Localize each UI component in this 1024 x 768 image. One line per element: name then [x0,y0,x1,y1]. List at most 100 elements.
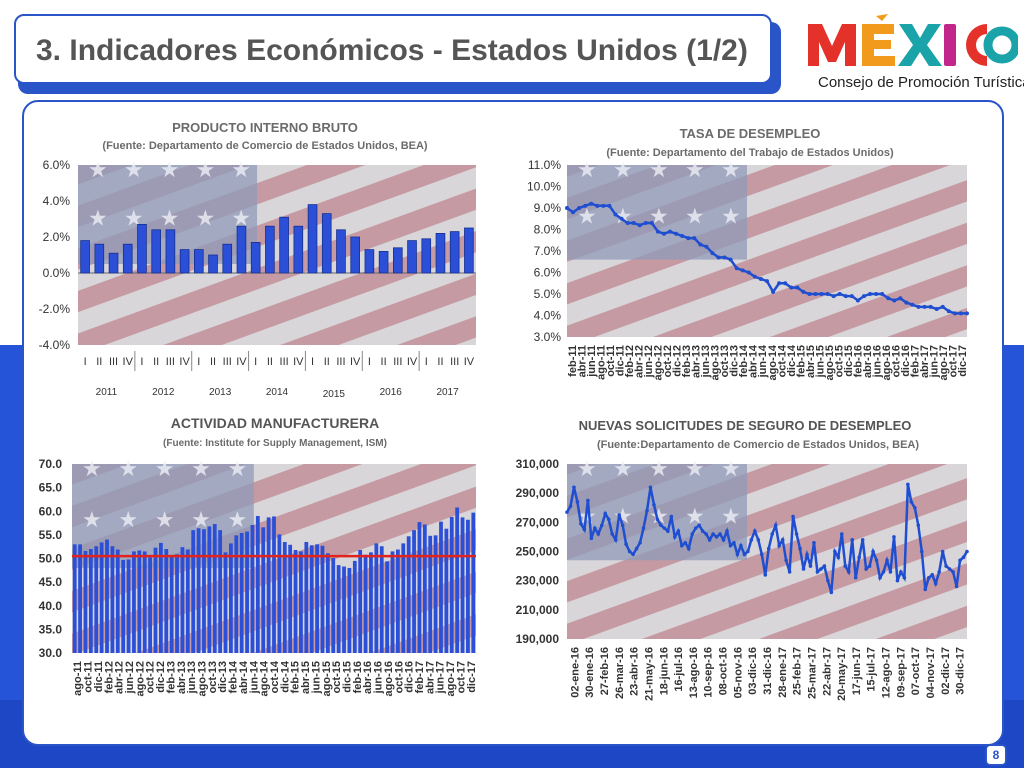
claims-point [641,526,646,530]
unemployment-chart: TASA DE DESEMPLEO (Fuente: Departamento d… [527,126,969,380]
gdp-bar [378,250,389,274]
claims-point [759,552,764,557]
claims-point [631,552,635,557]
gdp-bar [321,213,332,274]
ism-bar [401,543,406,653]
y-tick-label: 2.0% [43,230,71,244]
claims-point [773,523,778,528]
x-tick-label: dic-12 [672,345,684,377]
flag-star-icon: ★ [649,456,669,481]
unemployment-point [795,285,800,290]
ism-bar [444,528,449,653]
claims-point [919,549,924,554]
ism-bar [164,549,169,653]
quarter-tick-label: II [437,356,443,368]
x-tick-label: abr-13 [691,345,703,378]
claims-point [683,540,688,545]
claims-point [839,532,844,536]
claims-point [728,543,733,548]
unemployment-point [704,244,709,249]
unemployment-point [631,221,636,226]
claims-point [599,523,604,528]
quarter-tick-label: II [324,356,330,368]
y-tick-label: 7.0% [534,244,562,258]
gdp-bar [165,229,176,274]
claims-point [711,532,715,536]
x-tick-label: ago-11 [595,345,607,380]
flag-star-icon: ★ [191,456,211,481]
quarter-tick-label: II [153,356,159,368]
unemployment-point [922,304,927,309]
x-tick-label: oct-13 [207,661,219,693]
x-tick-label: dic-16 [900,345,912,377]
unemployment-point [819,292,824,296]
x-tick-label: jun-15 [814,345,826,378]
gdp-bar [435,232,446,274]
claims-point [850,538,855,542]
ism-bar [239,532,244,653]
claims-point [909,500,914,504]
gdp-bar [208,254,218,274]
x-tick-label: oct-14 [269,660,281,693]
x-tick-label: dic-16 [404,661,416,693]
unemployment-point [710,251,715,256]
claims-point [662,526,667,530]
ism-bar [234,535,239,653]
claims-point [648,485,653,490]
unemployment-point [728,257,733,262]
x-tick-label: oct-11 [83,661,95,693]
claims-point [815,570,820,574]
claims-point [812,540,816,545]
claims-point [892,535,896,539]
claims-point [808,564,813,568]
unemployment-point [807,292,812,296]
ism-bar [142,551,147,653]
year-label: 2011 [96,387,118,398]
ism-bar [132,551,136,653]
ism-bar [207,526,212,653]
ism-bar [169,557,174,653]
x-tick-label: oct-15 [833,345,845,377]
y-tick-label: 190,000 [516,632,560,646]
unemployment-point [595,203,600,208]
ism-bar [455,507,460,653]
unemployment-point [752,274,757,279]
flag-star-icon: ★ [82,456,102,481]
logo-subtitle: Consejo de Promoción Turística [818,74,1024,91]
year-label: 2016 [380,387,403,398]
unemployment-point [771,289,776,294]
claims-point [791,514,795,519]
x-tick-label: feb-14 [228,660,240,693]
claims-point [645,508,649,513]
claims-point [693,526,698,530]
unemployment-point [625,221,630,226]
gdp-bar [151,229,161,274]
ism-bar [245,531,249,653]
x-tick-label: jun-16 [373,661,385,694]
claims-point [586,498,590,503]
flag-star-icon: ★ [721,203,741,228]
x-tick-label: abr-16 [862,345,874,378]
claims-point [617,513,621,517]
quarter-tick-label: I [368,356,371,368]
claims-point [885,558,889,563]
chart-subtitle: (Fuente: Institute for Supply Management… [163,438,387,449]
x-tick-label: jun-17 [929,345,941,378]
claims-point [843,564,848,568]
ism-bar [374,543,379,653]
x-tick-label: 30-dic-17 [955,647,967,695]
year-label: 2014 [266,387,289,398]
flag-star-icon: ★ [227,456,247,481]
claims-point [627,549,632,554]
claims-point [753,529,757,533]
quarter-tick-label: IV [464,356,475,368]
flag-star-icon: ★ [124,157,144,182]
flag-star-icon: ★ [685,456,705,481]
chart-subtitle: (Fuente: Departamento del Trabajo de Est… [606,147,894,159]
x-tick-label: jun-12 [124,661,136,694]
x-tick-label: 05-nov-16 [732,647,744,698]
x-tick-label: dic-11 [93,661,105,692]
y-tick-label: 6.0% [43,158,71,172]
ism-bar [202,529,206,653]
flag-star-icon: ★ [88,206,108,231]
